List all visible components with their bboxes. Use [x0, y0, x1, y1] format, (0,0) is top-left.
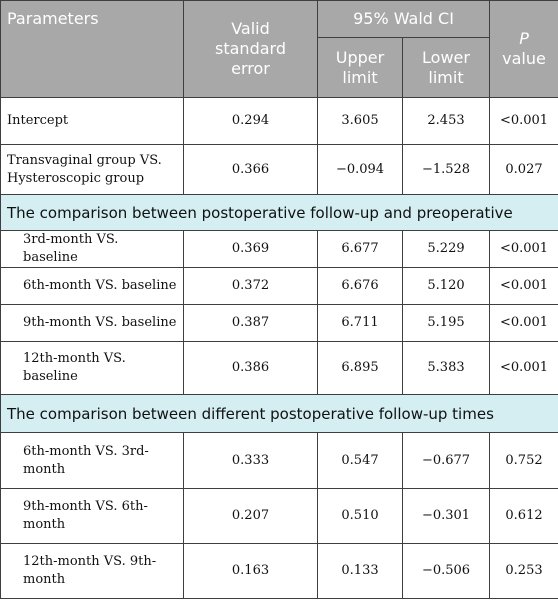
row-label: 6th-month VS. baseline [0, 267, 184, 305]
cell-upper: 3.605 [317, 97, 403, 145]
table-row: 9th-month VS. baseline 0.387 6.711 5.195… [0, 304, 558, 342]
cell-p: 0.752 [489, 432, 558, 489]
row-label: 6th-month VS. 3rd- month [0, 432, 184, 489]
header-lower-limit: Lower limit [401, 37, 491, 98]
header-valid-se-line-3: error [231, 59, 270, 78]
cell-lower: 5.195 [401, 304, 491, 342]
row-label: 9th-month VS. 6th- month [0, 488, 184, 544]
header-p-value: P value [489, 0, 558, 98]
row-label: 3rd-month VS. baseline [0, 230, 184, 268]
table-row: 12th-month VS. baseline 0.386 6.895 5.38… [0, 341, 558, 395]
cell-se: 0.372 [183, 267, 318, 305]
cell-lower: 5.229 [401, 230, 491, 268]
section-header: The comparison between postoperative fol… [0, 194, 558, 231]
cell-upper: 6.676 [317, 267, 403, 305]
cell-se: 0.294 [183, 97, 318, 145]
cell-upper: 6.711 [317, 304, 403, 342]
cell-p: 0.612 [489, 488, 558, 544]
cell-se: 0.369 [183, 230, 318, 268]
cell-upper: 0.547 [317, 432, 403, 489]
row-label-line-1: 9th-month VS. 6th- [23, 499, 148, 514]
cell-upper: 0.510 [317, 488, 403, 544]
header-upper-limit: Upper limit [317, 37, 403, 98]
row-label: Intercept [0, 97, 184, 145]
cell-p: <0.001 [489, 267, 558, 305]
cell-lower: 5.120 [401, 267, 491, 305]
table-row: 9th-month VS. 6th- month 0.207 0.510 −0.… [0, 488, 558, 544]
table-row: 3rd-month VS. baseline 0.369 6.677 5.229… [0, 230, 558, 268]
row-label-line-2: month [23, 461, 66, 477]
header-p-italic: P [519, 29, 529, 48]
cell-se: 0.207 [183, 488, 318, 544]
row-label: 9th-month VS. baseline [0, 304, 184, 342]
row-label-line-1: 6th-month VS. 3rd- [23, 443, 149, 459]
row-label-line-2: Hysteroscopic group [7, 170, 145, 186]
header-upper-line-2: limit [342, 67, 378, 87]
header-p-value-word: value [502, 49, 546, 68]
header-valid-se-line-1: Valid [231, 19, 270, 38]
table-row: Transvaginal group VS. Hysteroscopic gro… [0, 144, 558, 195]
cell-lower: −0.301 [401, 488, 491, 544]
cell-upper: 6.677 [317, 230, 403, 268]
row-label-line-2: month [23, 572, 66, 587]
cell-se: 0.387 [183, 304, 318, 342]
row-label: Transvaginal group VS. Hysteroscopic gro… [0, 144, 184, 195]
row-label-line-1: 12th-month VS. [23, 351, 126, 366]
row-label-line-2: month [23, 517, 66, 532]
cell-se: 0.366 [183, 144, 318, 195]
cell-p: 0.027 [489, 144, 558, 195]
table-row: Intercept 0.294 3.605 2.453 <0.001 [0, 97, 558, 145]
cell-lower: −0.506 [401, 543, 491, 599]
section-header: The comparison between different postope… [0, 394, 558, 433]
cell-lower: −0.677 [401, 432, 491, 489]
row-label-line-1: Transvaginal group VS. [7, 152, 162, 168]
row-label: 12th-month VS. baseline [0, 341, 184, 395]
cell-upper: 0.133 [317, 543, 403, 599]
header-valid-standard-error: Valid standard error [183, 0, 318, 98]
header-valid-se-line-2: standard [215, 39, 286, 58]
row-label: 12th-month VS. 9th- month [0, 543, 184, 599]
cell-p: <0.001 [489, 304, 558, 342]
table-row: 6th-month VS. 3rd- month 0.333 0.547 −0.… [0, 432, 558, 489]
header-upper-line-1: Upper [335, 47, 385, 67]
cell-p: <0.001 [489, 230, 558, 268]
header-lower-line-1: Lower [422, 47, 470, 67]
cell-upper: 6.895 [317, 341, 403, 395]
section-title: The comparison between postoperative fol… [0, 194, 558, 231]
cell-se: 0.163 [183, 543, 318, 599]
cell-p: <0.001 [489, 341, 558, 395]
cell-p: <0.001 [489, 97, 558, 145]
header-lower-line-2: limit [428, 67, 464, 87]
cell-lower: −1.528 [401, 144, 491, 195]
cell-p: 0.253 [489, 543, 558, 599]
results-table: Parameters Valid standard error 95% Wald… [0, 0, 558, 599]
cell-lower: 5.383 [401, 341, 491, 395]
table-row: 12th-month VS. 9th- month 0.163 0.133 −0… [0, 543, 558, 599]
cell-se: 0.333 [183, 432, 318, 489]
cell-se: 0.386 [183, 341, 318, 395]
section-title: The comparison between different postope… [0, 394, 558, 433]
cell-upper: −0.094 [317, 144, 403, 195]
row-label-line-1: 12th-month VS. 9th- [23, 554, 157, 569]
header-wald-ci: 95% Wald CI [316, 0, 491, 38]
header-parameters: Parameters [0, 0, 184, 98]
table-row: 6th-month VS. baseline 0.372 6.676 5.120… [0, 267, 558, 305]
row-label-line-2: baseline [23, 369, 78, 384]
cell-lower: 2.453 [401, 97, 491, 145]
